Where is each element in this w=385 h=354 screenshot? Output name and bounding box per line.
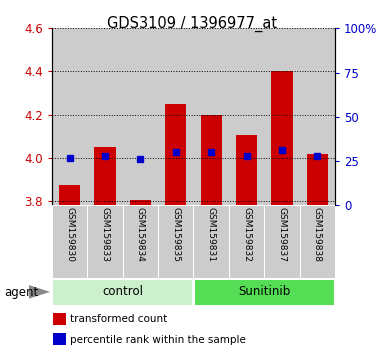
Text: GSM159838: GSM159838 bbox=[313, 207, 322, 263]
Bar bbox=[271, 72, 293, 205]
Bar bbox=[194, 280, 334, 305]
Bar bbox=[165, 104, 186, 205]
Bar bbox=[236, 135, 257, 205]
Text: agent: agent bbox=[4, 286, 38, 298]
Text: transformed count: transformed count bbox=[70, 314, 167, 324]
Bar bbox=[130, 200, 151, 205]
Text: GSM159832: GSM159832 bbox=[242, 207, 251, 262]
Bar bbox=[54, 333, 66, 346]
Bar bbox=[229, 28, 264, 205]
Bar bbox=[87, 205, 123, 278]
Bar bbox=[53, 280, 192, 305]
Bar bbox=[123, 205, 158, 278]
Bar bbox=[229, 205, 264, 278]
Bar bbox=[158, 205, 193, 278]
Bar bbox=[201, 115, 222, 205]
Text: GSM159830: GSM159830 bbox=[65, 207, 74, 263]
Text: control: control bbox=[102, 285, 143, 298]
Text: GSM159831: GSM159831 bbox=[207, 207, 216, 263]
Bar bbox=[52, 205, 87, 278]
Bar bbox=[300, 205, 335, 278]
Bar bbox=[264, 205, 300, 278]
Bar bbox=[54, 313, 66, 325]
Bar bbox=[193, 205, 229, 278]
Bar bbox=[300, 28, 335, 205]
Text: GSM159834: GSM159834 bbox=[136, 207, 145, 262]
Text: percentile rank within the sample: percentile rank within the sample bbox=[70, 335, 246, 344]
Bar bbox=[193, 28, 229, 205]
Bar bbox=[52, 28, 87, 205]
Text: GDS3109 / 1396977_at: GDS3109 / 1396977_at bbox=[107, 16, 278, 32]
Bar bbox=[94, 147, 116, 205]
Text: GSM159833: GSM159833 bbox=[100, 207, 110, 263]
Bar bbox=[306, 154, 328, 205]
Text: Sunitinib: Sunitinib bbox=[238, 285, 290, 298]
Bar bbox=[264, 28, 300, 205]
Text: GSM159835: GSM159835 bbox=[171, 207, 180, 263]
Bar bbox=[158, 28, 193, 205]
Text: GSM159837: GSM159837 bbox=[277, 207, 286, 263]
Bar bbox=[87, 28, 123, 205]
Bar bbox=[59, 185, 80, 205]
Bar bbox=[123, 28, 158, 205]
Polygon shape bbox=[29, 285, 50, 299]
